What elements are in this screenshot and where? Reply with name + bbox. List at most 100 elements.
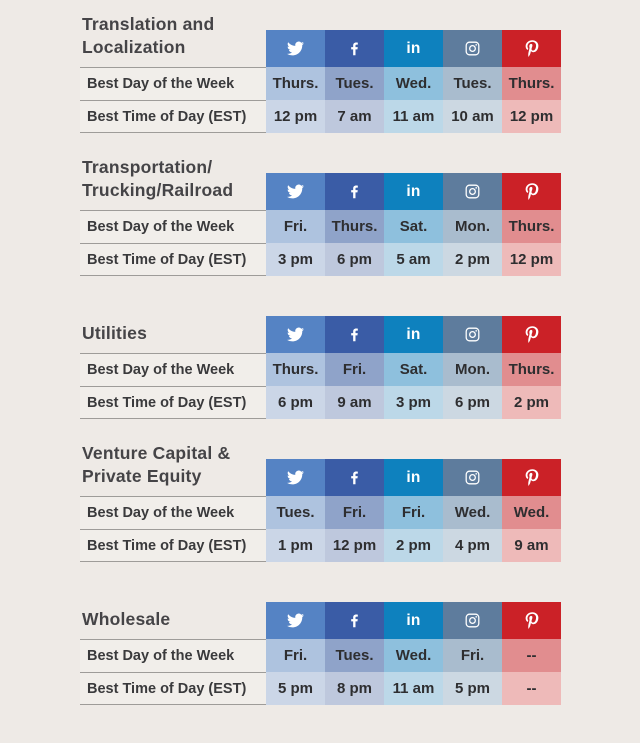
pinterest-icon [525, 612, 538, 629]
best-time-linkedin: 5 am [384, 243, 443, 276]
best-day-facebook: Tues. [325, 67, 384, 100]
row-label-best-day: Best Day of the Week [80, 353, 266, 386]
row-label-best-time: Best Time of Day (EST) [80, 672, 266, 705]
twitter-icon [287, 613, 304, 628]
best-day-instagram: Mon. [443, 210, 502, 243]
pinterest-header-cell [502, 30, 561, 67]
facebook-icon [351, 614, 358, 628]
best-day-pinterest: Thurs. [502, 353, 561, 386]
best-day-twitter: Thurs. [266, 353, 325, 386]
linkedin-icon: in [406, 325, 421, 343]
row-label-best-day: Best Day of the Week [80, 67, 266, 100]
row-label-text: Best Day of the Week [87, 76, 235, 92]
industry-title-line: Transportation/ [82, 157, 213, 177]
best-time-twitter: 3 pm [266, 243, 325, 276]
best-day-instagram: Mon. [443, 353, 502, 386]
twitter-icon [287, 184, 304, 199]
row-label-text: Best Day of the Week [87, 219, 235, 235]
pinterest-header-cell [502, 173, 561, 210]
linkedin-header-cell: in [384, 459, 443, 496]
linkedin-header-cell: in [384, 316, 443, 353]
best-time-instagram: 4 pm [443, 529, 502, 562]
industry-title-venture-capital-private-equity: Venture Capital & Private Equity [80, 442, 266, 496]
industry-table-translation-and-localization: Translation and Localization in Best Day of… [80, 14, 640, 133]
best-day-linkedin: Sat. [384, 210, 443, 243]
pinterest-icon [525, 40, 538, 57]
row-label-best-time: Best Time of Day (EST) [80, 243, 266, 276]
twitter-icon [287, 41, 304, 56]
best-time-pinterest: 12 pm [502, 243, 561, 276]
industry-title-line: Utilities [82, 323, 148, 343]
facebook-icon [351, 328, 358, 342]
instagram-header-cell [443, 316, 502, 353]
industry-title-line: Localization [82, 37, 186, 57]
row-label-best-day: Best Day of the Week [80, 210, 266, 243]
best-day-twitter: Fri. [266, 639, 325, 672]
best-time-facebook: 6 pm [325, 243, 384, 276]
best-time-facebook: 8 pm [325, 672, 384, 705]
pinterest-header-cell [502, 602, 561, 639]
row-label-best-day: Best Day of the Week [80, 639, 266, 672]
facebook-header-cell [325, 316, 384, 353]
best-time-facebook: 9 am [325, 386, 384, 419]
instagram-icon [465, 184, 480, 199]
industry-table-utilities: Utilities in Best Day of the Week Thurs. Fri… [80, 316, 640, 419]
best-time-twitter: 6 pm [266, 386, 325, 419]
instagram-icon [465, 41, 480, 56]
industry-title-transportation-trucking-railroad: Transportation/Trucking/Railroad [80, 156, 266, 210]
best-time-facebook: 7 am [325, 100, 384, 133]
best-time-linkedin: 2 pm [384, 529, 443, 562]
best-time-pinterest: 9 am [502, 529, 561, 562]
instagram-header-cell [443, 459, 502, 496]
pinterest-header-cell [502, 316, 561, 353]
row-label-best-time: Best Time of Day (EST) [80, 386, 266, 419]
row-label-text: Best Time of Day (EST) [87, 537, 247, 554]
row-label-best-time: Best Time of Day (EST) [80, 100, 266, 133]
row-label-text: Best Time of Day (EST) [87, 251, 247, 268]
best-time-facebook: 12 pm [325, 529, 384, 562]
linkedin-icon: in [406, 39, 421, 57]
best-time-twitter: 5 pm [266, 672, 325, 705]
industry-best-times-tables: Translation and Localization in Best Day of… [80, 14, 640, 705]
pinterest-icon [525, 469, 538, 486]
industry-title-line: Trucking/Railroad [82, 180, 234, 200]
instagram-icon [465, 470, 480, 485]
industry-title-wholesale: Wholesale [80, 608, 266, 639]
row-label-text: Best Time of Day (EST) [87, 680, 247, 697]
best-time-twitter: 1 pm [266, 529, 325, 562]
facebook-header-cell [325, 459, 384, 496]
best-day-twitter: Thurs. [266, 67, 325, 100]
row-label-text: Best Time of Day (EST) [87, 394, 247, 411]
best-day-linkedin: Wed. [384, 67, 443, 100]
industry-title-line: Venture Capital & [82, 443, 231, 463]
twitter-header-cell [266, 459, 325, 496]
best-time-linkedin: 11 am [384, 100, 443, 133]
best-day-facebook: Tues. [325, 639, 384, 672]
row-label-text: Best Day of the Week [87, 505, 235, 521]
instagram-header-cell [443, 173, 502, 210]
best-day-instagram: Wed. [443, 496, 502, 529]
linkedin-icon: in [406, 611, 421, 629]
instagram-header-cell [443, 602, 502, 639]
best-time-linkedin: 3 pm [384, 386, 443, 419]
best-day-facebook: Thurs. [325, 210, 384, 243]
linkedin-header-cell: in [384, 30, 443, 67]
facebook-header-cell [325, 30, 384, 67]
best-time-pinterest: -- [502, 672, 561, 705]
facebook-header-cell [325, 602, 384, 639]
linkedin-header-cell: in [384, 173, 443, 210]
row-label-text: Best Time of Day (EST) [87, 108, 247, 125]
industry-title-translation-and-localization: Translation and Localization [80, 13, 266, 67]
industry-title-utilities: Utilities [80, 322, 266, 353]
best-time-twitter: 12 pm [266, 100, 325, 133]
best-day-pinterest: Thurs. [502, 210, 561, 243]
instagram-icon [465, 613, 480, 628]
best-day-linkedin: Fri. [384, 496, 443, 529]
twitter-header-cell [266, 602, 325, 639]
industry-table-wholesale: Wholesale in Best Day of the Week Fri. Tues.… [80, 602, 640, 705]
facebook-icon [351, 42, 358, 56]
best-day-instagram: Tues. [443, 67, 502, 100]
twitter-icon [287, 470, 304, 485]
linkedin-header-cell: in [384, 602, 443, 639]
facebook-header-cell [325, 173, 384, 210]
